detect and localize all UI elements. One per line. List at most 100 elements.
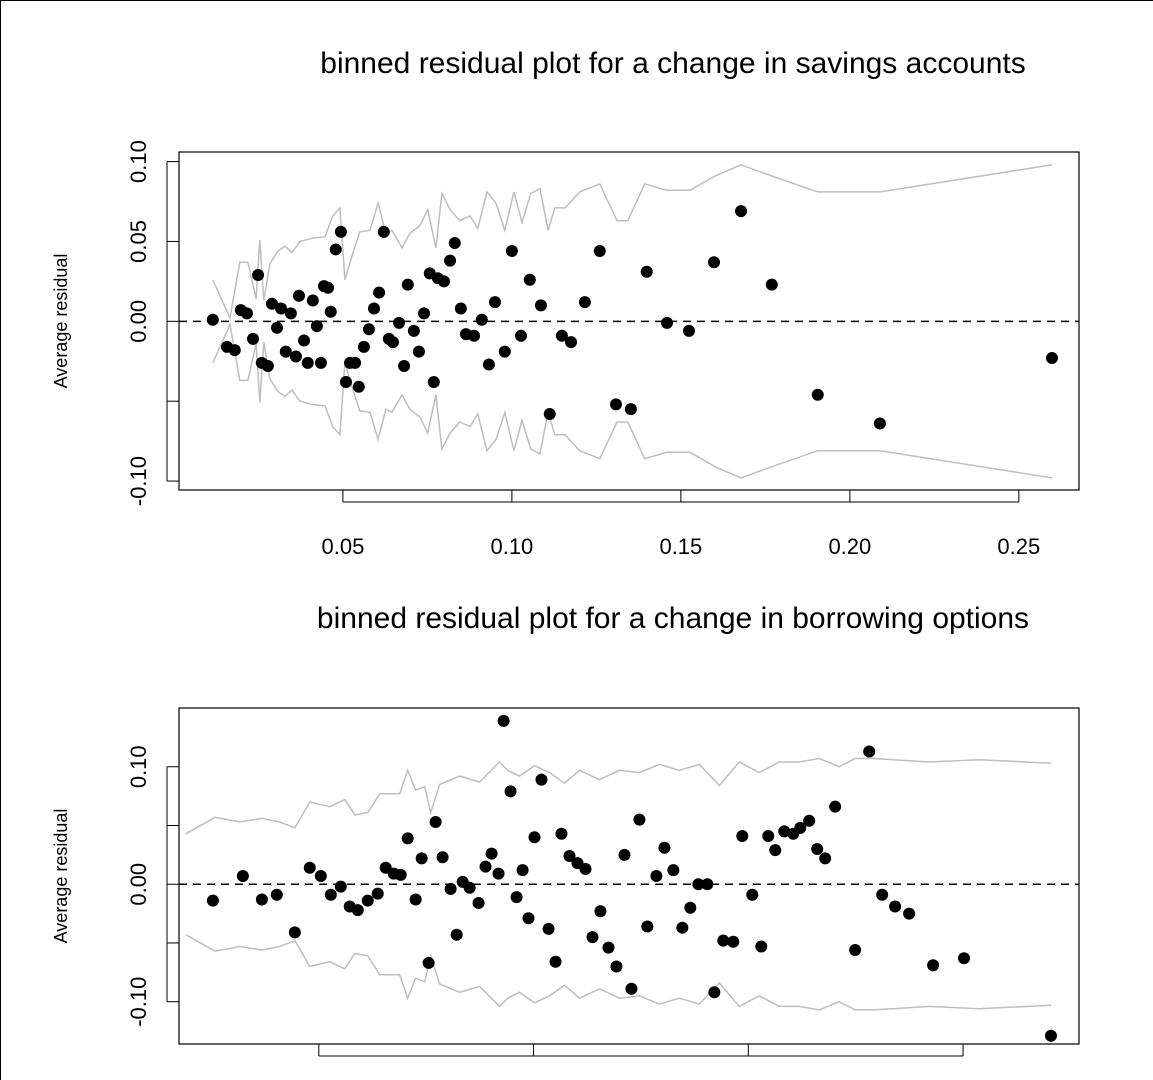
point [829, 800, 842, 813]
x-tick-label: 0.10 [490, 534, 533, 559]
point [876, 888, 889, 901]
point [357, 340, 370, 353]
point [708, 986, 721, 999]
point [534, 299, 547, 312]
point [578, 296, 591, 309]
point [261, 360, 274, 373]
point [594, 905, 607, 918]
point [555, 329, 568, 342]
point [393, 316, 406, 329]
point [352, 380, 365, 393]
plot-frame [178, 707, 1080, 1045]
point [407, 324, 420, 337]
point [755, 940, 768, 953]
point [510, 891, 523, 904]
point [903, 907, 916, 920]
point [579, 862, 592, 875]
point [463, 881, 476, 894]
point [661, 316, 674, 329]
point [516, 864, 529, 877]
point [394, 868, 407, 881]
point [658, 841, 671, 854]
point [505, 245, 518, 258]
point [1044, 1029, 1057, 1042]
point [624, 403, 637, 416]
point [543, 407, 556, 420]
point [863, 745, 876, 758]
point [279, 345, 292, 358]
point [368, 302, 381, 315]
point [565, 336, 578, 349]
point [415, 852, 428, 865]
point [515, 329, 528, 342]
point [778, 825, 791, 838]
point [735, 205, 748, 218]
point [549, 955, 562, 968]
point [240, 307, 253, 320]
point [586, 931, 599, 944]
point [602, 941, 615, 954]
point [593, 245, 606, 258]
point [542, 922, 555, 935]
point [555, 827, 568, 840]
point [448, 237, 461, 250]
point [310, 320, 323, 333]
point [412, 345, 425, 358]
point [377, 225, 390, 238]
point [422, 956, 435, 969]
point [228, 344, 241, 357]
band-line [212, 321, 1053, 479]
point [625, 982, 638, 995]
point [437, 275, 450, 288]
point [609, 398, 622, 411]
point [444, 254, 457, 267]
point [1045, 352, 1058, 365]
point [324, 305, 337, 318]
point [275, 302, 288, 315]
point [255, 893, 268, 906]
y-tick-label: -0.10 [126, 456, 151, 506]
point [351, 904, 364, 917]
point [472, 897, 485, 910]
point [736, 830, 749, 843]
point [349, 356, 362, 369]
band-line [212, 163, 1053, 321]
point [811, 388, 824, 401]
point [401, 832, 414, 845]
point [640, 265, 653, 278]
point [444, 882, 457, 895]
y-tick-label: -0.10 [126, 977, 151, 1027]
point [252, 268, 265, 281]
point [429, 815, 442, 828]
point [485, 847, 498, 860]
x-tick-label: 0.20 [828, 534, 871, 559]
point [927, 959, 940, 972]
point [334, 225, 347, 238]
point [727, 935, 740, 948]
point [475, 313, 488, 326]
point [306, 294, 319, 307]
point [334, 880, 347, 893]
point [701, 878, 714, 891]
point [206, 894, 219, 907]
point [803, 814, 816, 827]
point [284, 307, 297, 320]
point [873, 417, 886, 430]
x-tick-label: 0.25 [997, 534, 1040, 559]
point [401, 278, 414, 291]
point [206, 313, 219, 326]
y-tick-label: 0.10 [126, 140, 151, 183]
point [504, 785, 517, 798]
point [303, 861, 316, 874]
point [762, 830, 775, 843]
point [650, 870, 663, 882]
point [849, 944, 862, 957]
point [398, 360, 411, 373]
point [523, 273, 536, 286]
point [528, 831, 541, 844]
point [618, 848, 631, 861]
point [610, 960, 623, 973]
point [322, 281, 335, 294]
